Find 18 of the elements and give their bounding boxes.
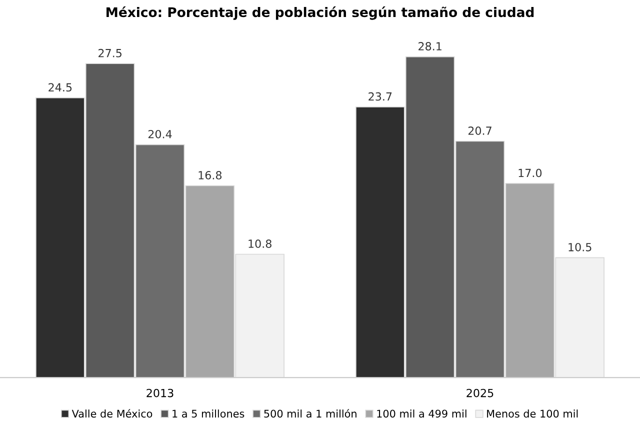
legend-label: 1 a 5 millones (172, 410, 244, 418)
x-tick-label: 2013 (146, 388, 174, 398)
x-tick-label: 2025 (466, 388, 494, 398)
data-label: 24.5 (48, 83, 72, 92)
data-label: 16.8 (198, 171, 222, 180)
data-label: 17.0 (518, 168, 542, 178)
legend-label: Menos de 100 mil (487, 410, 578, 418)
legend-label: 500 mil a 1 millón (264, 409, 356, 418)
data-label: 28.1 (418, 42, 442, 50)
data-label: 27.5 (98, 48, 122, 58)
legend-label: 100 mil a 499 mil (377, 410, 466, 418)
legend-label: Valle de México (72, 409, 152, 418)
data-label: 10.5 (568, 242, 592, 252)
data-label: 23.7 (368, 92, 392, 101)
data-label: 10.8 (248, 240, 272, 248)
data-label: 20.7 (468, 126, 492, 135)
chart-title: México: Porcentaje de población según tamaño de ciudad (106, 6, 534, 20)
data-label: 20.4 (148, 130, 172, 138)
